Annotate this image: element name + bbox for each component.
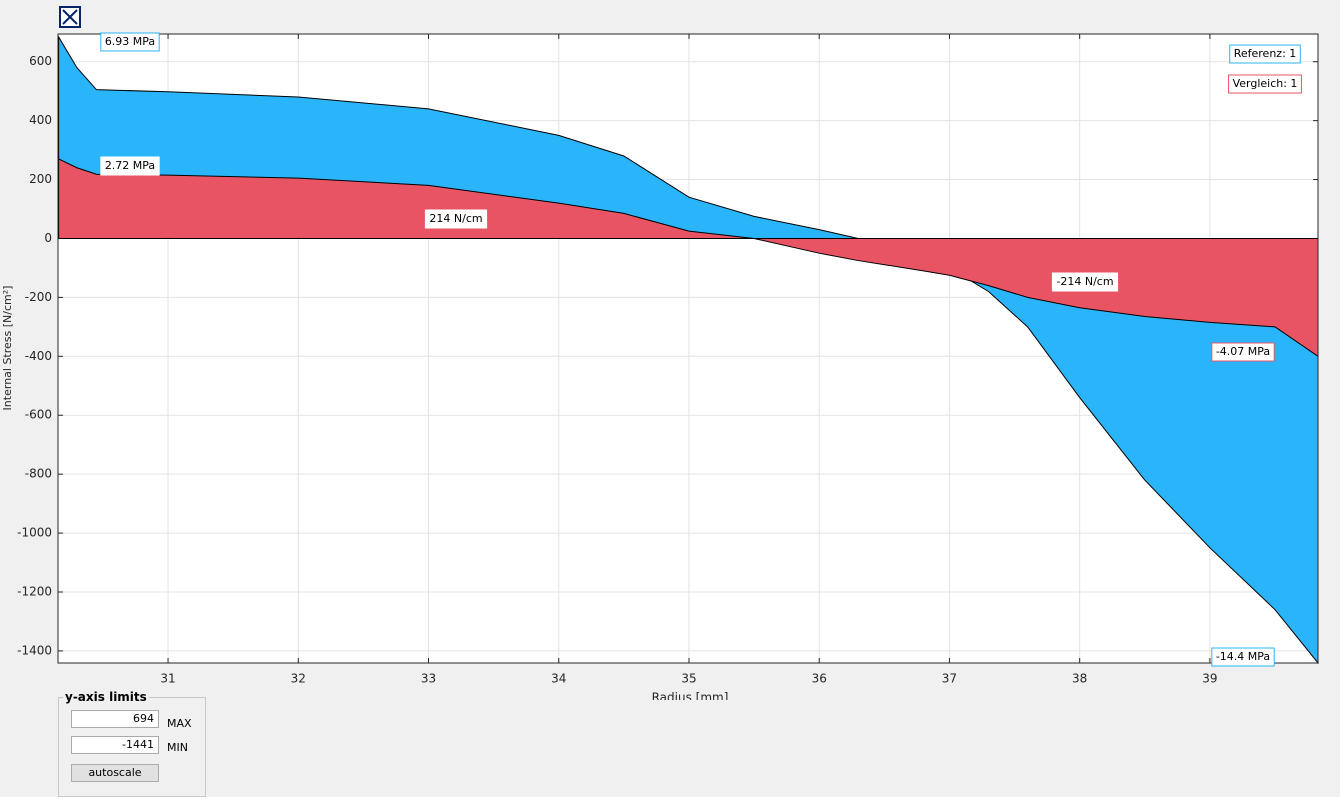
x-tick-label: 35	[681, 672, 696, 686]
annotation: 6.93 MPa	[100, 32, 160, 52]
min-label: MIN	[167, 741, 188, 754]
annotation-box	[100, 156, 160, 176]
annotation: 2.72 MPa	[100, 156, 160, 176]
x-tick-label: 38	[1072, 672, 1087, 686]
y-tick-label: 400	[29, 113, 52, 127]
x-tick-label: 31	[160, 672, 175, 686]
annotation-text: 214 N/cm	[429, 212, 482, 225]
y-tick-label: -800	[25, 467, 52, 481]
legend-entry-box	[1229, 44, 1301, 64]
y-tick-label: 0	[44, 231, 52, 245]
x-tick-label: 37	[942, 672, 957, 686]
legend-entry: Vergleich: 1	[1228, 74, 1302, 94]
legend-entry-text: Vergleich: 1	[1233, 77, 1298, 90]
legend-entry: Referenz: 1	[1229, 44, 1301, 64]
legend-entry-text: Referenz: 1	[1234, 47, 1297, 60]
annotation-text: 6.93 MPa	[105, 35, 155, 48]
max-input[interactable]: 694	[71, 710, 159, 728]
y-tick-label: 200	[29, 172, 52, 186]
annotation: 214 N/cm	[424, 209, 488, 229]
annotation-box	[100, 32, 160, 52]
annotation: -4.07 MPa	[1211, 342, 1275, 362]
annotation-text: -4.07 MPa	[1216, 345, 1270, 358]
legend-entry-box	[1228, 74, 1302, 94]
y-tick-label: -1400	[17, 643, 52, 657]
y-tick-label: -400	[25, 349, 52, 363]
panel-title: y-axis limits	[63, 690, 149, 704]
annotation-text: 2.72 MPa	[105, 159, 155, 172]
chart: Radius [mm] Internal Stress [N/cm²] 31 32…	[1, 6, 1319, 701]
x-tick-label: 36	[812, 672, 827, 686]
y-tick-label: -1200	[17, 584, 52, 598]
annotation: -214 N/cm	[1051, 272, 1119, 292]
max-label: MAX	[167, 717, 192, 730]
annotation-box	[1211, 342, 1275, 362]
y-axis-label: Internal Stress [N/cm²]	[1, 286, 14, 411]
annotation: -14.4 MPa	[1211, 647, 1275, 667]
x-tick-label: 34	[551, 672, 566, 686]
min-input[interactable]: -1441	[71, 736, 159, 754]
y-tick-label: -200	[25, 290, 52, 304]
y-tick-label: -600	[25, 408, 52, 422]
y-tick-label: -1000	[17, 526, 52, 540]
axes-box	[57, 33, 1319, 664]
annotation-box	[1051, 272, 1119, 292]
annotation-text: -214 N/cm	[1056, 275, 1113, 288]
x-tick-label: 39	[1202, 672, 1217, 686]
x-tick-label: 32	[291, 672, 306, 686]
y-limits-panel: y-axis limits 694 MAX -1441 MIN autoscal…	[58, 690, 206, 797]
annotation-box	[424, 209, 488, 229]
autoscale-button[interactable]: autoscale	[71, 764, 159, 782]
annotation-box	[1211, 647, 1275, 667]
toolbar-icon[interactable]	[59, 6, 81, 28]
annotation-text: -14.4 MPa	[1216, 650, 1270, 663]
y-tick-label: 600	[29, 54, 52, 68]
x-axis-label: Radius [mm]	[652, 691, 729, 701]
x-tick-label: 33	[421, 672, 436, 686]
